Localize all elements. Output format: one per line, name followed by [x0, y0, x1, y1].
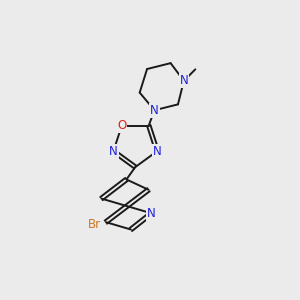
Text: O: O	[117, 119, 126, 132]
Text: N: N	[109, 145, 118, 158]
Text: N: N	[150, 104, 159, 117]
Text: N: N	[179, 74, 188, 87]
Text: N: N	[153, 145, 161, 158]
Text: N: N	[147, 207, 156, 220]
Text: Br: Br	[88, 218, 101, 231]
